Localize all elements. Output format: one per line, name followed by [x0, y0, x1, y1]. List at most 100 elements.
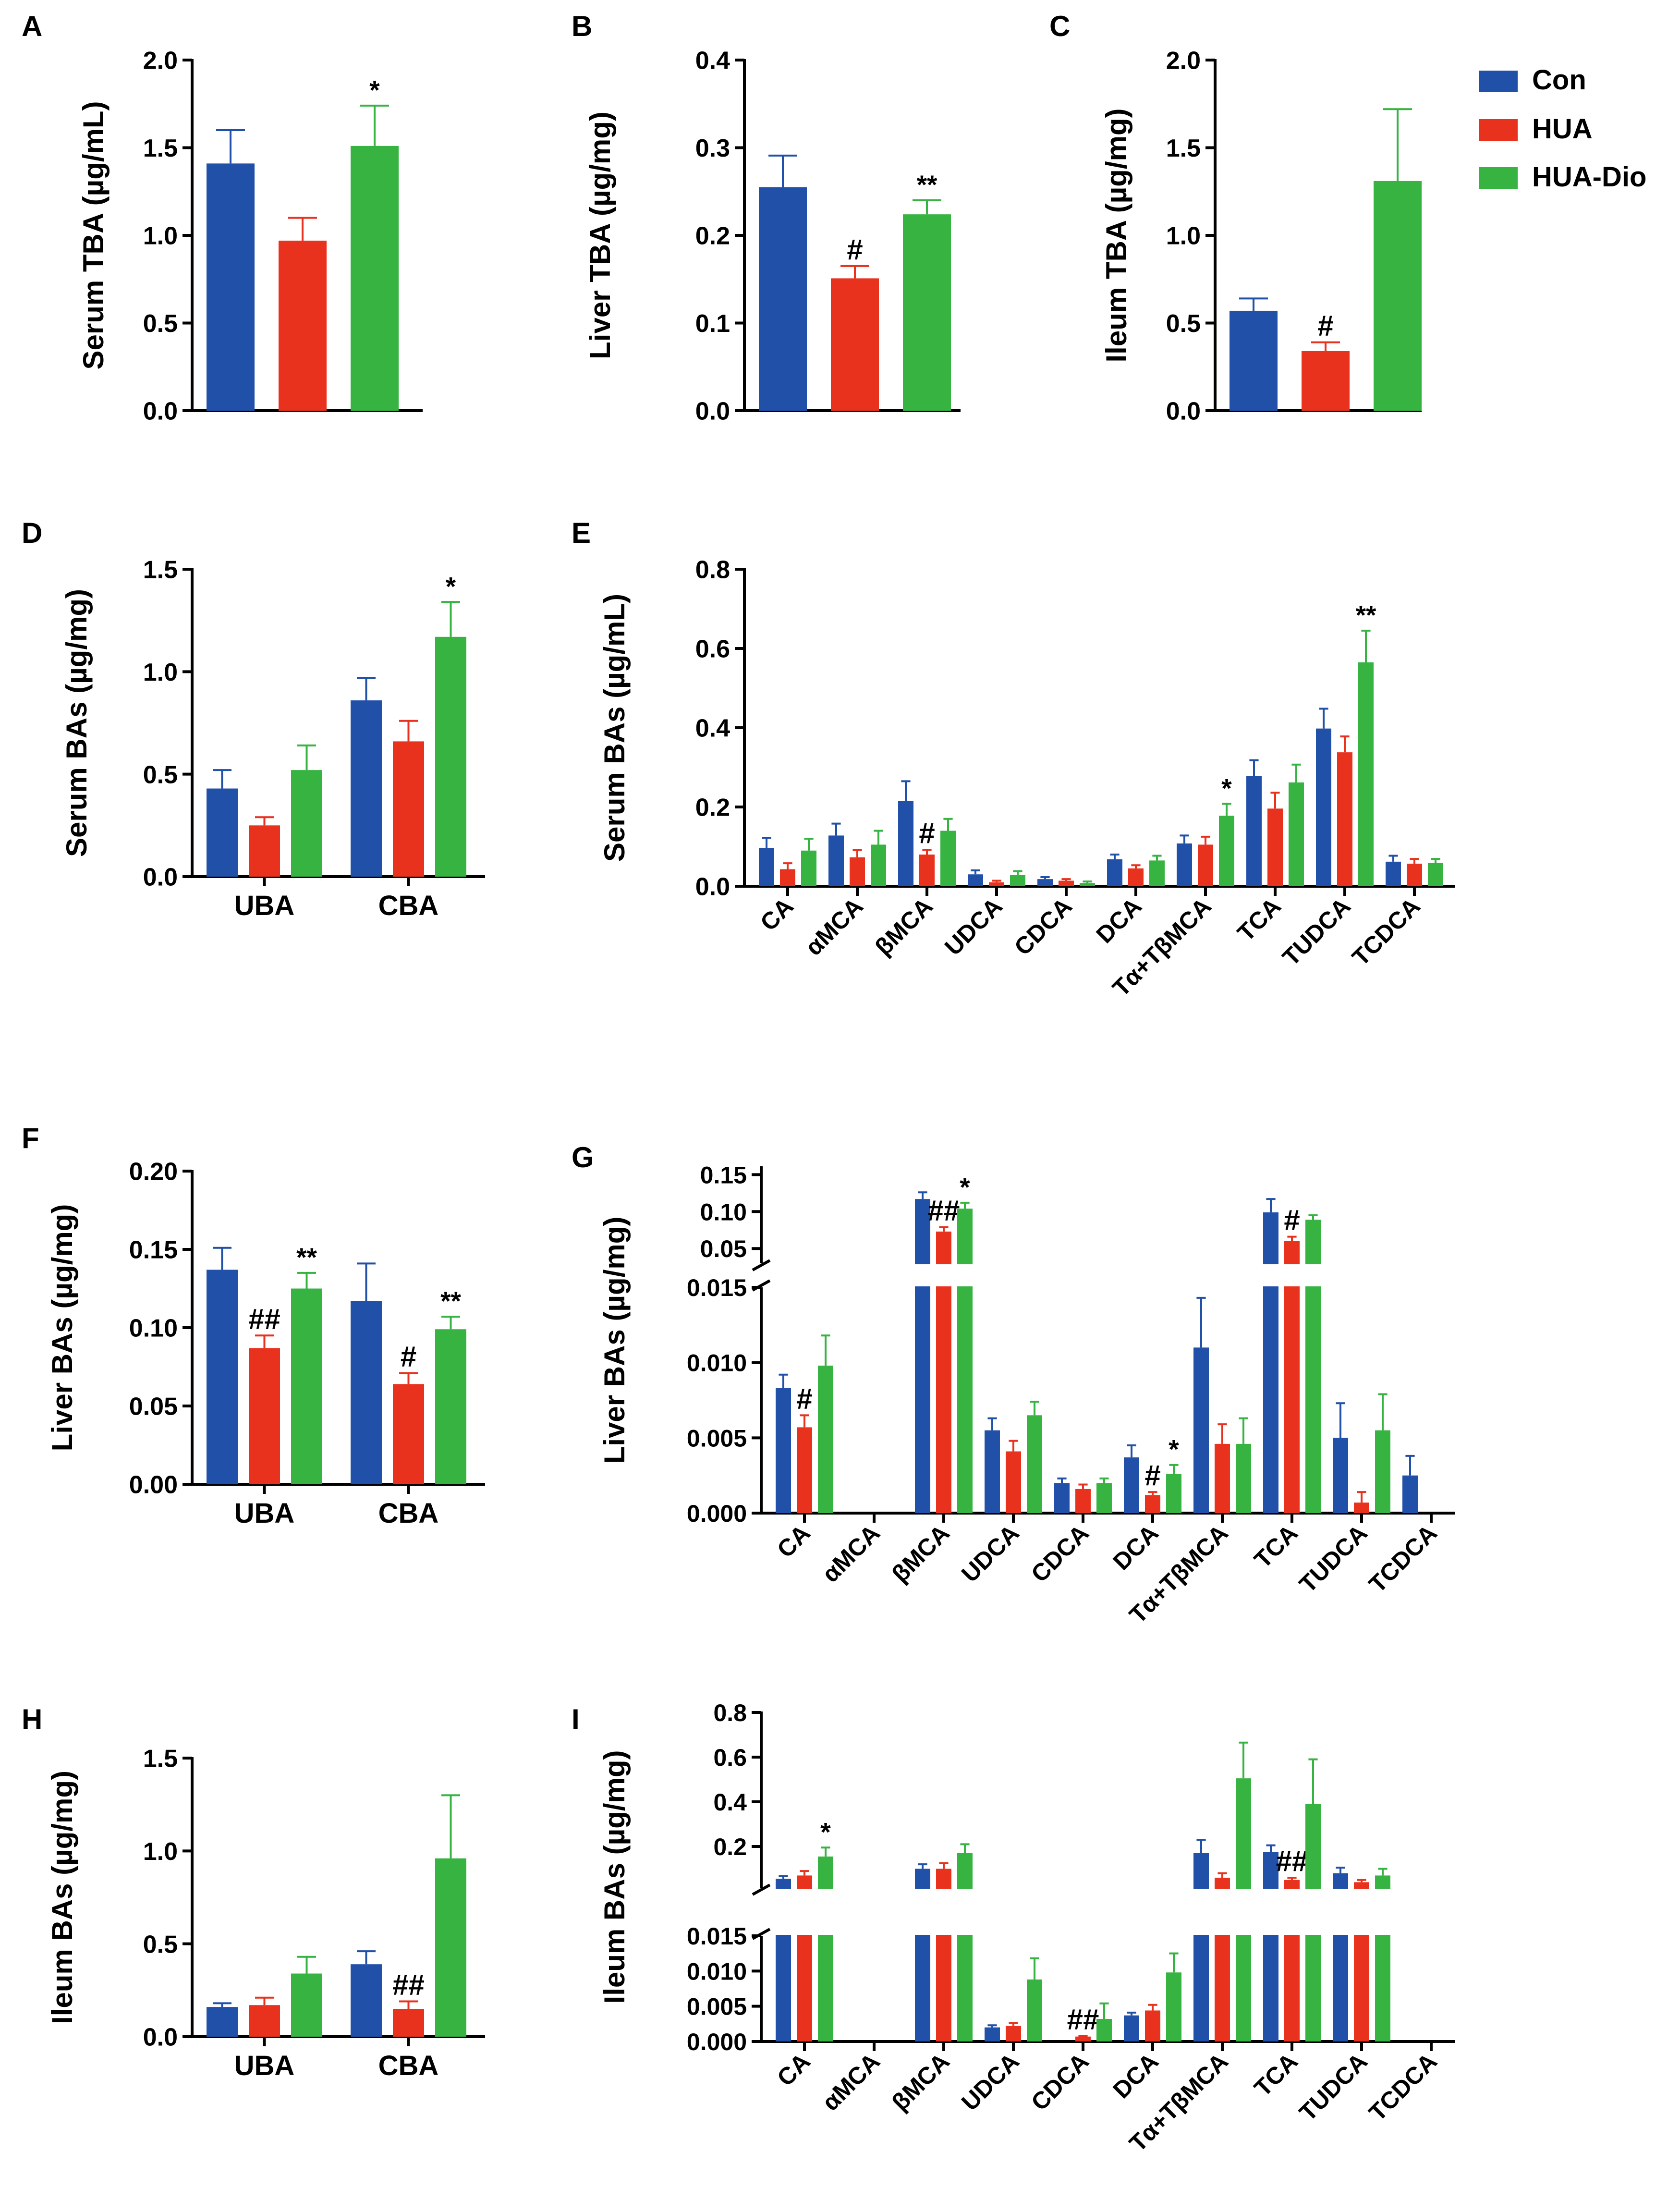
panel-label: F: [22, 1122, 39, 1154]
x-tick-label: CA: [755, 892, 799, 936]
bar-break-gap: [1332, 1889, 1349, 1935]
legend-label-hua-dio: HUA-Dio: [1532, 161, 1646, 193]
bar-break-gap: [1193, 1889, 1210, 1935]
y-tick-label: 0.0: [695, 398, 730, 426]
chart-panel-d: D Serum BAs (µg/mg) 0.0 0.5 1.0 1.5 UBA * CBA: [22, 517, 485, 921]
legend-swatch-con: [1479, 71, 1518, 92]
legend: Con HUA HUA-Dio: [1479, 64, 1646, 193]
bar-break-gap: [1262, 1264, 1279, 1286]
bar-hua: [1198, 844, 1213, 886]
bar-break-gap: [1214, 1889, 1231, 1935]
y-tick-label: 1.0: [143, 659, 178, 686]
y-tick-label: 0.005: [687, 1993, 747, 2020]
y-tick-label: 0.5: [143, 1931, 178, 1958]
bar-con: [1263, 1852, 1278, 2041]
y-tick-label: 0.05: [129, 1393, 178, 1421]
y-tick-label: 0.10: [700, 1198, 747, 1225]
bar-con: [1037, 879, 1053, 886]
bar-hua: [780, 869, 795, 886]
bar-hua: [393, 1384, 424, 1484]
bar-hua: [919, 855, 935, 886]
significance-mark: *: [960, 1172, 970, 1202]
bar-hua: [850, 857, 865, 886]
bar-con: [1193, 1853, 1209, 2041]
y-tick-label: 0.005: [687, 1425, 747, 1452]
bar-break-gap: [1353, 1889, 1370, 1935]
y-tick-label: 0.6: [713, 1744, 747, 1771]
y-tick-label: 0.1: [695, 310, 730, 338]
x-tick-label: DCA: [1108, 1519, 1164, 1575]
significance-mark: ##: [392, 1969, 425, 2001]
bar-con: [1333, 1438, 1348, 1513]
legend-swatch-hua: [1479, 119, 1518, 141]
bar-con: [1230, 310, 1278, 411]
bar-con: [1386, 861, 1401, 886]
significance-mark: *: [1221, 773, 1232, 803]
bar-hua-dio: [818, 1856, 833, 2041]
bar-hua: [1302, 351, 1350, 411]
bar-con: [915, 1199, 930, 1513]
bar-con: [985, 2027, 1000, 2041]
y-axis-label: Liver BAs (µg/mg): [46, 1204, 78, 1452]
bar-hua-dio: [903, 214, 951, 411]
x-tick-label: CBA: [378, 1498, 439, 1529]
bar-hua-dio: [1374, 181, 1422, 411]
y-axis-label: Serum BAs (µg/mL): [598, 594, 631, 862]
x-tick-label: UBA: [234, 1498, 295, 1529]
significance-mark: *: [820, 1817, 831, 1846]
bar-con: [1193, 1347, 1209, 1513]
y-tick-label: 0.15: [129, 1236, 178, 1264]
bar-con: [1246, 776, 1262, 886]
bar-hua: [249, 825, 280, 877]
bar-hua: [1006, 1451, 1021, 1513]
y-tick-label: 0.2: [695, 222, 730, 250]
chart-panel-a: A Serum TBA (µg/mL) 0.0 0.5 1.0 1.5 2.0 *: [22, 10, 423, 426]
bar-con: [985, 1430, 1000, 1513]
bar-hua: [1075, 2036, 1091, 2041]
bar-break-gap: [935, 1889, 952, 1935]
significance-mark: #: [796, 1382, 812, 1415]
bar-break-gap: [817, 1889, 834, 1935]
bar-con: [351, 1964, 382, 2037]
bar-break-gap: [1283, 1889, 1301, 1935]
panel-label: C: [1049, 10, 1070, 42]
bar-hua-dio: [957, 1209, 973, 1513]
y-tick-label: 0.4: [695, 715, 730, 743]
bar-hua-dio: [435, 1858, 466, 2037]
bar-hua-dio: [1219, 816, 1234, 886]
bar-hua: [1075, 1489, 1091, 1513]
bar-hua-dio: [291, 1973, 322, 2037]
bar-break-gap: [1374, 1889, 1391, 1935]
bar-hua: [1006, 2026, 1021, 2041]
bar-con: [759, 847, 774, 886]
x-tick-label: UBA: [234, 2050, 295, 2081]
bar-hua-dio: [1375, 1430, 1390, 1513]
y-tick-label: 0.2: [695, 794, 730, 822]
bar-hua: [1128, 868, 1144, 886]
bar-con: [828, 835, 844, 886]
bar-hua-dio: [1305, 1220, 1321, 1513]
x-tick-label: CBA: [378, 890, 439, 921]
bar-hua-dio: [1236, 1443, 1251, 1513]
bar-con: [207, 2007, 238, 2037]
panel-label: E: [572, 517, 591, 549]
y-tick-label: 0.0: [143, 2024, 178, 2052]
bar-hua-dio: [1027, 1979, 1042, 2041]
y-tick-label: 0.5: [143, 761, 178, 789]
bar-hua-dio: [801, 850, 816, 886]
bar-hua: [1215, 1443, 1230, 1513]
bar-hua-dio: [1080, 883, 1095, 886]
y-tick-label: 0.4: [695, 47, 730, 75]
y-tick-label: 0.000: [687, 2029, 747, 2055]
x-tick-label: αMCA: [817, 2048, 885, 2116]
x-tick-label: CBA: [378, 2050, 439, 2081]
bar-con: [1054, 1483, 1070, 1513]
x-tick-label: βMCA: [887, 2048, 955, 2116]
y-tick-label: 0.4: [713, 1789, 747, 1816]
x-tick-label: DCA: [1091, 892, 1147, 948]
bar-con: [1402, 1475, 1418, 1513]
bar-break-gap: [1304, 1264, 1322, 1286]
panel-label: D: [22, 517, 42, 549]
bar-hua-dio: [1027, 1415, 1042, 1513]
